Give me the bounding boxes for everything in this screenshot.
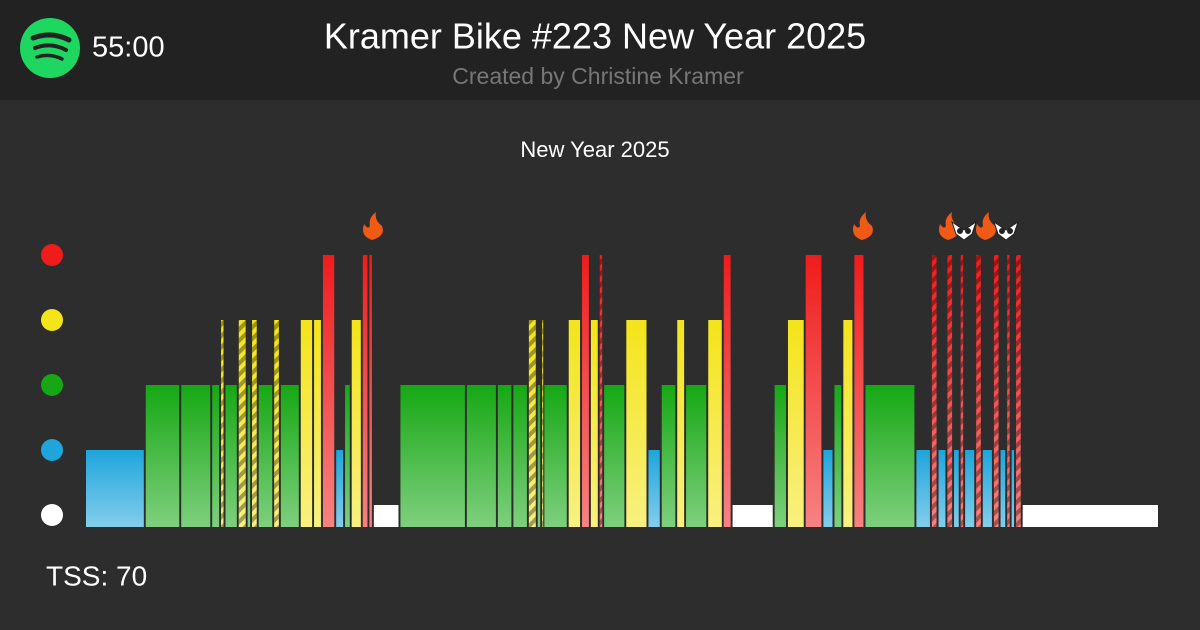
spotify-logo[interactable] bbox=[20, 18, 80, 78]
segment-shade bbox=[834, 385, 842, 527]
chart-title: New Year 2025 bbox=[520, 137, 669, 162]
flame-icons bbox=[363, 212, 996, 240]
segment-shade bbox=[280, 385, 299, 527]
segment-shade bbox=[916, 450, 930, 527]
zone-dot bbox=[41, 309, 63, 331]
segment-shade bbox=[661, 385, 676, 527]
segment-shade bbox=[466, 385, 496, 527]
segment-stripes bbox=[947, 255, 953, 527]
title: Kramer Bike #223 New Year 2025 bbox=[324, 16, 866, 57]
segment-stripes bbox=[931, 255, 937, 527]
segment-shade bbox=[373, 505, 399, 527]
segment-stripes bbox=[1016, 255, 1021, 527]
tss: TSS: 70 bbox=[46, 560, 147, 591]
segment-shade bbox=[537, 385, 541, 527]
segment-shade bbox=[787, 320, 804, 527]
segment-shade bbox=[1022, 505, 1158, 527]
segment-shade bbox=[314, 320, 321, 527]
segment-shade bbox=[258, 385, 273, 527]
segment-stripes bbox=[528, 320, 536, 527]
segment-shade bbox=[544, 385, 567, 527]
owl-icons bbox=[951, 220, 1019, 241]
zone-dot bbox=[41, 439, 63, 461]
subtitle: Created by Christine Kramer bbox=[452, 63, 744, 89]
segment-shade bbox=[686, 385, 707, 527]
segment-shade bbox=[604, 385, 625, 527]
zone-dot bbox=[41, 244, 63, 266]
segment-shade bbox=[300, 320, 313, 527]
segment-shade bbox=[677, 320, 685, 527]
segment-stripes bbox=[993, 255, 999, 527]
segment-shade bbox=[774, 385, 786, 527]
zone-dot bbox=[41, 504, 63, 526]
segment-shade bbox=[1000, 450, 1006, 527]
duration: 55:00 bbox=[92, 32, 165, 64]
segment-stripes bbox=[252, 320, 257, 527]
segment-shade bbox=[854, 255, 864, 527]
segment-shade bbox=[708, 320, 722, 527]
segment-shade bbox=[843, 320, 853, 527]
segment-shade bbox=[568, 320, 581, 527]
segment-stripes bbox=[221, 320, 224, 527]
segment-shade bbox=[351, 320, 361, 527]
segment-shade bbox=[369, 255, 372, 527]
segment-shade bbox=[865, 385, 915, 527]
segment-stripes bbox=[1007, 255, 1010, 527]
segment-shade bbox=[497, 385, 512, 527]
segment-shade bbox=[965, 450, 975, 527]
segment-shade bbox=[362, 255, 368, 527]
segment-shade bbox=[86, 450, 144, 527]
segment-shade bbox=[1011, 450, 1015, 527]
segment-shade bbox=[982, 450, 992, 527]
segment-shade bbox=[336, 450, 344, 527]
segment-shade bbox=[322, 255, 335, 527]
segment-shade bbox=[938, 450, 946, 527]
segment-stripes bbox=[542, 320, 544, 527]
segment-shade bbox=[805, 255, 822, 527]
segment-shade bbox=[823, 450, 833, 527]
segment-shade bbox=[732, 505, 773, 527]
header-bar bbox=[0, 0, 1200, 100]
segment-shade bbox=[626, 320, 647, 527]
segment-shade bbox=[400, 385, 465, 527]
segment-stripes bbox=[960, 255, 964, 527]
segment-shade bbox=[513, 385, 527, 527]
segment-shade bbox=[247, 385, 251, 527]
segment-stripes bbox=[274, 320, 279, 527]
segment-shade bbox=[225, 385, 237, 527]
segment-stripes bbox=[599, 255, 603, 527]
segment-shade bbox=[954, 450, 959, 527]
segment-shade bbox=[345, 385, 350, 527]
segment-shade bbox=[145, 385, 180, 527]
zone-dot bbox=[41, 374, 63, 396]
segment-shade bbox=[582, 255, 589, 527]
segment-shade bbox=[212, 385, 220, 527]
segment-shade bbox=[181, 385, 211, 527]
segment-stripes bbox=[976, 255, 981, 527]
segment-shade bbox=[648, 450, 660, 527]
segment-stripes bbox=[238, 320, 246, 527]
segment-shade bbox=[590, 320, 598, 527]
segment-shade bbox=[723, 255, 731, 527]
